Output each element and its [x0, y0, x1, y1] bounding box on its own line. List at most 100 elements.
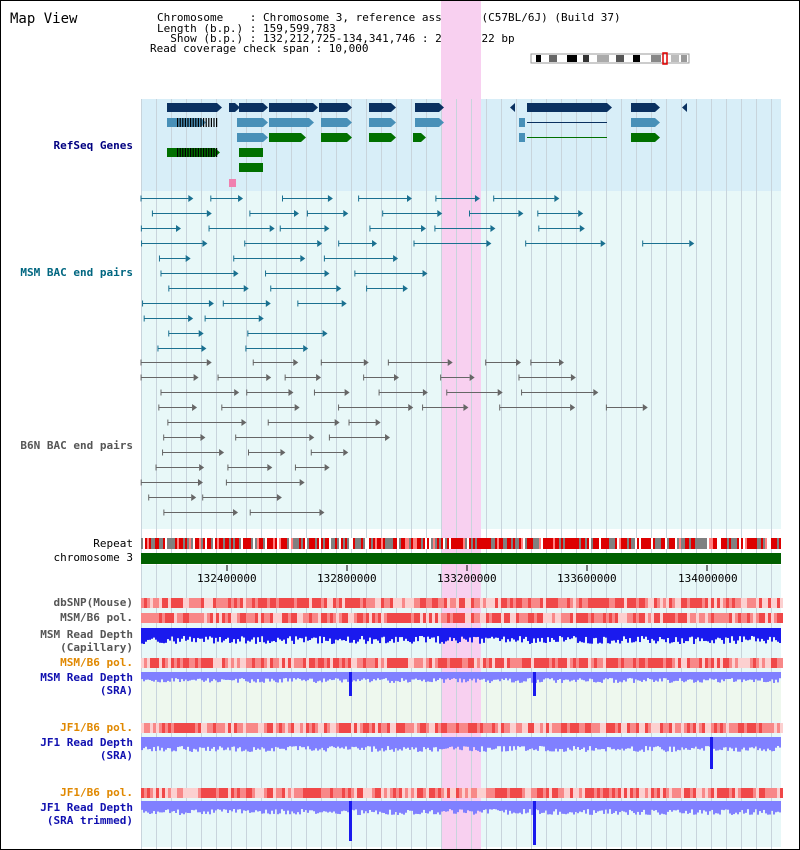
polymorphism-mark [309, 723, 312, 733]
polymorphism-mark [177, 788, 180, 798]
bac-end-arrow [319, 509, 325, 516]
read-depth-bar [449, 628, 451, 638]
read-depth-bar [619, 737, 621, 750]
read-depth-bar [615, 801, 617, 812]
read-depth-bar [701, 737, 703, 749]
read-depth-bar [423, 801, 425, 810]
polymorphism-mark [162, 788, 165, 798]
read-depth-bar [523, 672, 525, 682]
repeat-mark [381, 538, 383, 549]
read-depth-bar [731, 672, 733, 679]
repeat-mark [759, 538, 761, 549]
read-depth-bar [441, 737, 443, 750]
polymorphism-mark [747, 658, 750, 668]
polymorphism-mark [516, 598, 519, 608]
read-depth-bar [545, 672, 547, 679]
polymorphism-mark [636, 658, 639, 668]
jf1-depth-label: JF1 Read Depth [40, 736, 133, 749]
polymorphism-mark [468, 723, 471, 733]
bac-end-arrow [201, 345, 207, 352]
polymorphism-mark [573, 598, 576, 608]
polymorphism-mark [690, 598, 693, 608]
read-depth-bar [719, 628, 721, 639]
polymorphism-mark [558, 658, 561, 668]
polymorphism-mark [150, 788, 153, 798]
read-depth-bar [501, 628, 503, 640]
read-depth-spike [349, 801, 352, 841]
read-depth-bar [273, 672, 275, 681]
read-depth-bar [241, 737, 243, 752]
polymorphism-mark [291, 788, 294, 798]
exon-mark [203, 118, 205, 127]
read-depth-bar [323, 801, 325, 812]
read-depth-bar [143, 672, 145, 682]
read-depth-bar [597, 737, 599, 750]
read-depth-bar [477, 801, 479, 811]
read-depth-bar [237, 737, 239, 749]
polymorphism-mark [369, 613, 372, 623]
read-depth-bar [631, 672, 633, 679]
polymorphism-mark [555, 598, 558, 608]
read-depth-bar [581, 672, 583, 680]
exon-mark [187, 148, 189, 157]
read-depth-bar [191, 672, 193, 680]
read-depth-bar [561, 801, 563, 814]
polymorphism-mark [516, 658, 519, 668]
read-depth-bar [359, 628, 361, 640]
polymorphism-mark [606, 613, 609, 623]
bac-end-arrow [447, 359, 453, 366]
polymorphism-mark [459, 723, 462, 733]
read-depth-bar [777, 628, 779, 642]
polymorphism-mark [609, 658, 612, 668]
read-depth-bar [601, 628, 603, 644]
read-depth-bar [393, 801, 395, 815]
polymorphism-mark [339, 658, 342, 668]
read-depth-bar [183, 801, 185, 815]
repeat-mark [743, 538, 745, 549]
read-depth-bar [427, 672, 429, 682]
read-depth-bar [625, 672, 627, 682]
polymorphism-mark [204, 613, 207, 623]
polymorphism-mark [441, 658, 444, 668]
polymorphism-mark [390, 788, 393, 798]
polymorphism-mark [648, 723, 651, 733]
read-depth-bar [571, 801, 573, 813]
read-depth-bar [397, 672, 399, 682]
read-depth-bar [165, 801, 167, 811]
polymorphism-mark [162, 658, 165, 668]
read-depth-bar [699, 737, 701, 750]
read-depth-bar [453, 672, 455, 679]
read-depth-bar [411, 672, 413, 680]
polymorphism-mark [525, 598, 528, 608]
polymorphism-mark [483, 788, 486, 798]
read-depth-bar [747, 737, 749, 751]
read-depth-bar [555, 737, 557, 749]
read-depth-bar [347, 672, 349, 682]
read-depth-bar [387, 737, 389, 747]
read-depth-bar [569, 737, 571, 750]
gene-feature [167, 118, 201, 127]
read-depth-bar [457, 737, 459, 747]
read-depth-bar [677, 737, 679, 750]
polymorphism-mark [483, 613, 486, 623]
read-depth-bar [505, 737, 507, 752]
read-depth-bar [573, 628, 575, 637]
gene-strand-arrow [391, 133, 396, 142]
polymorphism-mark [696, 658, 699, 668]
read-depth-bar [525, 801, 527, 814]
read-depth-bar [229, 801, 231, 811]
polymorphism-mark [732, 723, 735, 733]
bac-end-arrow [341, 300, 347, 307]
polymorphism-mark [720, 788, 723, 798]
read-depth-bar [553, 672, 555, 681]
read-depth-bar [459, 672, 461, 679]
read-depth-bar [769, 737, 771, 751]
polymorphism-mark [564, 613, 567, 623]
read-depth-bar [599, 628, 601, 643]
exon-mark [197, 118, 199, 127]
read-depth-bar [241, 628, 243, 637]
repeat-mark [219, 538, 221, 549]
repeat-mark [473, 538, 475, 549]
polymorphism-mark [345, 598, 348, 608]
